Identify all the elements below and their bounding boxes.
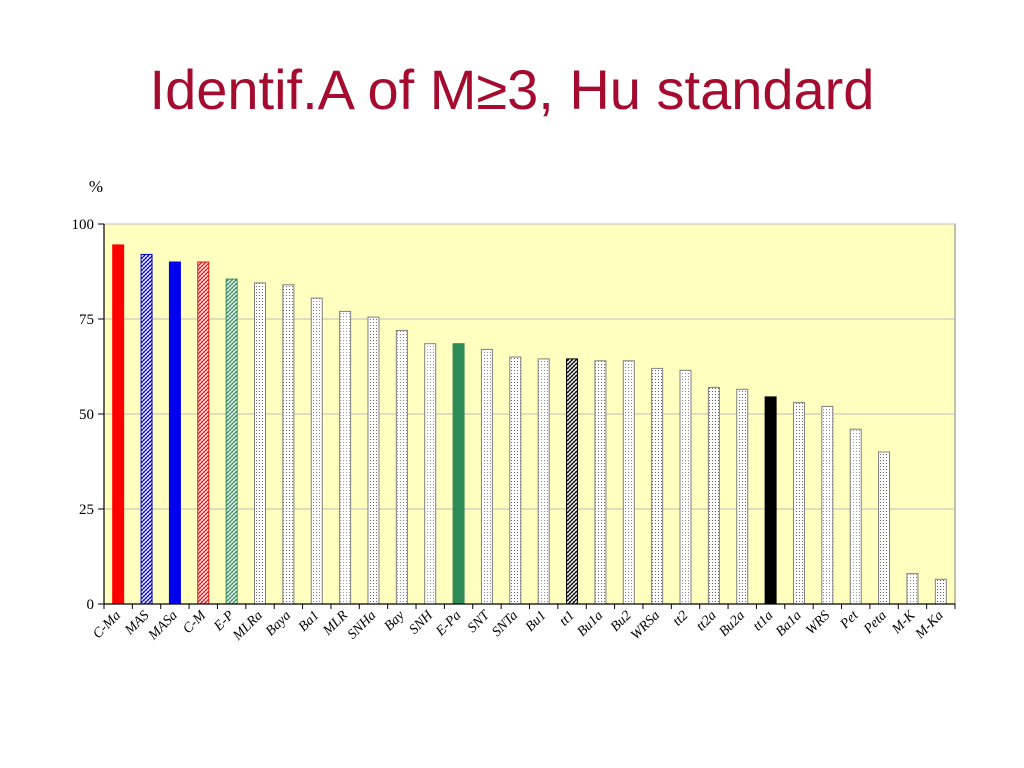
bar-tt2a	[707, 386, 720, 605]
x-category-label: tt1	[557, 608, 578, 629]
y-tick-label: 75	[79, 312, 94, 328]
bar-c-ma	[112, 244, 125, 605]
x-category-label: Bay	[382, 608, 409, 635]
bar-baya	[282, 284, 295, 605]
x-category-label: tt2a	[694, 608, 720, 634]
x-category-label: Ba1a	[773, 608, 805, 640]
bar-snt	[480, 348, 493, 605]
x-category-label: SNH	[407, 608, 437, 638]
x-category-label: Ba1	[296, 608, 323, 635]
x-category-label: MLRa	[230, 608, 266, 644]
bar-bu1	[537, 358, 550, 605]
bar-bu1a	[594, 360, 607, 605]
x-category-label: tt2	[670, 608, 691, 629]
bar-e-p	[225, 278, 238, 605]
x-category-label: SNTa	[489, 608, 521, 640]
x-category-label: E-Pa	[433, 608, 465, 640]
y-tick-label: 100	[72, 217, 95, 233]
x-category-label: Bu1	[523, 608, 550, 635]
x-category-label: Pet	[837, 607, 862, 632]
x-category-label: SNHa	[345, 608, 379, 642]
y-axis-unit-label: %	[89, 177, 103, 196]
x-category-label: C-Ma	[90, 608, 124, 642]
x-category-label: WRS	[803, 608, 833, 638]
bar-m-ka	[934, 578, 947, 605]
bar-tt1a	[764, 396, 777, 605]
bar-snha	[367, 316, 380, 605]
bar-bu2	[622, 360, 635, 605]
bar-snh	[424, 343, 437, 605]
bar-masa	[168, 261, 181, 605]
bar-ba1a	[792, 402, 805, 605]
bar-tt1	[566, 358, 579, 605]
gridlines	[104, 223, 955, 510]
y-tick-label: 25	[79, 502, 94, 518]
x-category-label: M-Ka	[912, 608, 946, 642]
x-category-label: tt1a	[750, 608, 776, 634]
bar-pet	[849, 428, 862, 605]
bar-wrsa	[651, 367, 664, 605]
y-tick-label: 50	[79, 407, 94, 423]
x-category-label: C-M	[180, 607, 210, 637]
x-category-label: MASa	[145, 608, 181, 644]
bar-tt2	[679, 369, 692, 605]
x-category-label: Baya	[263, 608, 294, 639]
bar-mas	[140, 253, 153, 605]
bar-peta	[878, 451, 891, 605]
x-category-label: Peta	[860, 608, 889, 637]
slide-title: Identif.A of M≥3, Hu standard	[149, 58, 875, 121]
x-category-label: Bu1a	[575, 608, 607, 640]
bar-snta	[509, 356, 522, 605]
bar-m-k	[906, 573, 919, 605]
y-tick-label: 0	[87, 597, 95, 613]
bar-wrs	[821, 405, 834, 605]
x-category-label: Bu2a	[717, 608, 749, 640]
bar-e-pa	[452, 343, 465, 605]
x-category-label: WRSa	[628, 608, 663, 643]
bar-ba1	[310, 297, 323, 605]
bar-mlr	[339, 310, 352, 605]
bar-c-m	[197, 261, 210, 605]
bar-mlra	[254, 282, 267, 605]
bar-bu2a	[736, 388, 749, 605]
x-category-label: SNT	[465, 607, 494, 636]
bar-bay	[395, 329, 408, 605]
